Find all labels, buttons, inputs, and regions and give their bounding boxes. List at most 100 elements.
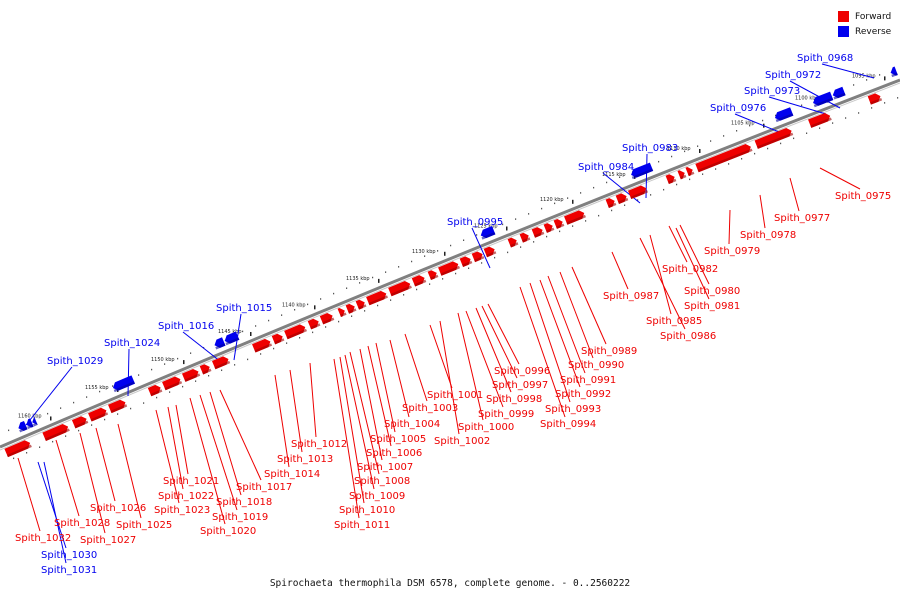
forward-gene[interactable] bbox=[867, 92, 883, 105]
gene-label[interactable]: Spith_1023 bbox=[154, 505, 210, 516]
gene-label[interactable]: Spith_0979 bbox=[704, 246, 760, 257]
forward-gene[interactable] bbox=[271, 332, 285, 345]
gene-label[interactable]: Spith_0996 bbox=[494, 366, 550, 377]
gene-label[interactable]: Spith_1006 bbox=[366, 448, 422, 459]
forward-gene[interactable] bbox=[337, 306, 347, 318]
gene-label[interactable]: Spith_1008 bbox=[354, 476, 410, 487]
gene-label[interactable]: Spith_0980 bbox=[684, 286, 740, 297]
gene-label[interactable]: Spith_1000 bbox=[458, 422, 514, 433]
gene-label[interactable]: Spith_1025 bbox=[116, 520, 172, 531]
forward-gene[interactable] bbox=[427, 269, 439, 281]
gene-label[interactable]: Spith_1017 bbox=[236, 482, 292, 493]
gene-label[interactable]: Spith_1007 bbox=[357, 462, 413, 473]
reverse-gene[interactable] bbox=[213, 337, 226, 350]
forward-gene[interactable] bbox=[181, 367, 201, 382]
gene-label[interactable]: Spith_0982 bbox=[662, 264, 718, 275]
forward-gene[interactable] bbox=[411, 274, 427, 287]
gene-label[interactable]: Spith_0991 bbox=[560, 375, 616, 386]
gene-label[interactable]: Spith_0998 bbox=[486, 394, 542, 405]
gene-label[interactable]: Spith_0968 bbox=[797, 53, 853, 64]
gene-label[interactable]: Spith_0989 bbox=[581, 346, 637, 357]
gene-label[interactable]: Spith_0990 bbox=[568, 360, 624, 371]
gene-label[interactable]: Spith_1012 bbox=[291, 439, 347, 450]
gene-label[interactable]: Spith_1005 bbox=[370, 434, 426, 445]
gene-label[interactable]: Spith_0973 bbox=[744, 86, 800, 97]
gene-label[interactable]: Spith_1016 bbox=[158, 321, 214, 332]
forward-gene[interactable] bbox=[605, 197, 617, 208]
forward-gene[interactable] bbox=[438, 260, 460, 276]
gene-label[interactable]: Spith_0978 bbox=[740, 230, 796, 241]
gene-label[interactable]: Spith_1011 bbox=[334, 520, 390, 531]
gene-label[interactable]: Spith_1010 bbox=[339, 505, 395, 516]
forward-gene[interactable] bbox=[71, 415, 89, 429]
gene-label[interactable]: Spith_0992 bbox=[555, 389, 611, 400]
reverse-gene[interactable] bbox=[773, 107, 794, 123]
forward-gene[interactable] bbox=[345, 302, 357, 314]
forward-gene[interactable] bbox=[108, 398, 128, 414]
gene-label[interactable]: Spith_0997 bbox=[492, 380, 548, 391]
reverse-gene[interactable] bbox=[629, 162, 654, 180]
reverse-gene[interactable] bbox=[25, 418, 34, 430]
gene-label[interactable]: Spith_1002 bbox=[434, 436, 490, 447]
forward-gene[interactable] bbox=[366, 289, 389, 306]
gene-label[interactable]: Spith_0995 bbox=[447, 217, 503, 228]
forward-gene[interactable] bbox=[483, 245, 497, 258]
gene-label[interactable]: Spith_1021 bbox=[163, 476, 219, 487]
gene-label[interactable]: Spith_0999 bbox=[478, 409, 534, 420]
forward-gene[interactable] bbox=[199, 363, 212, 375]
gene-label[interactable]: Spith_1003 bbox=[402, 403, 458, 414]
forward-gene[interactable] bbox=[677, 169, 687, 180]
forward-gene[interactable] bbox=[564, 209, 586, 225]
forward-gene[interactable] bbox=[252, 337, 273, 353]
gene-label[interactable]: Spith_0985 bbox=[646, 316, 702, 327]
forward-gene[interactable] bbox=[685, 166, 695, 177]
gene-label[interactable]: Spith_0993 bbox=[545, 404, 601, 415]
forward-gene[interactable] bbox=[388, 280, 412, 297]
forward-gene[interactable] bbox=[553, 218, 565, 229]
gene-label[interactable]: Spith_1028 bbox=[54, 518, 110, 529]
gene-label[interactable]: Spith_0984 bbox=[578, 162, 634, 173]
gene-label[interactable]: Spith_1018 bbox=[216, 497, 272, 508]
gene-label[interactable]: Spith_1030 bbox=[41, 550, 97, 561]
gene-label[interactable]: Spith_1026 bbox=[90, 503, 146, 514]
gene-label[interactable]: Spith_0976 bbox=[710, 103, 766, 114]
forward-gene[interactable] bbox=[355, 298, 367, 310]
forward-gene[interactable] bbox=[88, 406, 109, 422]
reverse-gene[interactable] bbox=[17, 420, 28, 433]
forward-gene[interactable] bbox=[319, 312, 335, 325]
gene-label[interactable]: Spith_0986 bbox=[660, 331, 716, 342]
gene-label[interactable]: Spith_1013 bbox=[277, 454, 333, 465]
forward-gene[interactable] bbox=[471, 250, 485, 263]
forward-gene[interactable] bbox=[42, 422, 70, 441]
gene-label[interactable]: Spith_1001 bbox=[427, 390, 483, 401]
forward-gene[interactable] bbox=[665, 173, 677, 185]
reverse-gene[interactable] bbox=[479, 226, 496, 240]
forward-gene[interactable] bbox=[627, 184, 648, 200]
forward-gene[interactable] bbox=[4, 439, 32, 458]
forward-gene[interactable] bbox=[519, 231, 531, 243]
forward-gene[interactable] bbox=[459, 255, 473, 267]
forward-gene[interactable] bbox=[211, 355, 231, 370]
reverse-gene[interactable] bbox=[831, 86, 846, 100]
gene-label[interactable]: Spith_1029 bbox=[47, 356, 103, 367]
gene-label[interactable]: Spith_0972 bbox=[765, 70, 821, 81]
forward-gene[interactable] bbox=[695, 143, 753, 173]
forward-gene[interactable] bbox=[754, 127, 794, 149]
forward-gene[interactable] bbox=[162, 375, 183, 391]
forward-gene[interactable] bbox=[615, 192, 629, 204]
gene-label[interactable]: Spith_1015 bbox=[216, 303, 272, 314]
forward-gene[interactable] bbox=[808, 111, 832, 128]
reverse-gene[interactable] bbox=[30, 416, 38, 427]
gene-label[interactable]: Spith_0975 bbox=[835, 191, 891, 202]
gene-label[interactable]: Spith_1032 bbox=[15, 533, 71, 544]
gene-label[interactable]: Spith_1027 bbox=[80, 535, 136, 546]
reverse-gene[interactable] bbox=[889, 66, 898, 78]
forward-gene[interactable] bbox=[543, 222, 555, 233]
gene-label[interactable]: Spith_1022 bbox=[158, 491, 214, 502]
gene-label[interactable]: Spith_1004 bbox=[384, 419, 440, 430]
gene-label[interactable]: Spith_1031 bbox=[41, 565, 97, 576]
forward-gene[interactable] bbox=[284, 323, 307, 340]
reverse-gene[interactable] bbox=[223, 331, 240, 346]
gene-label[interactable]: Spith_0983 bbox=[622, 143, 678, 154]
forward-gene[interactable] bbox=[147, 383, 163, 397]
